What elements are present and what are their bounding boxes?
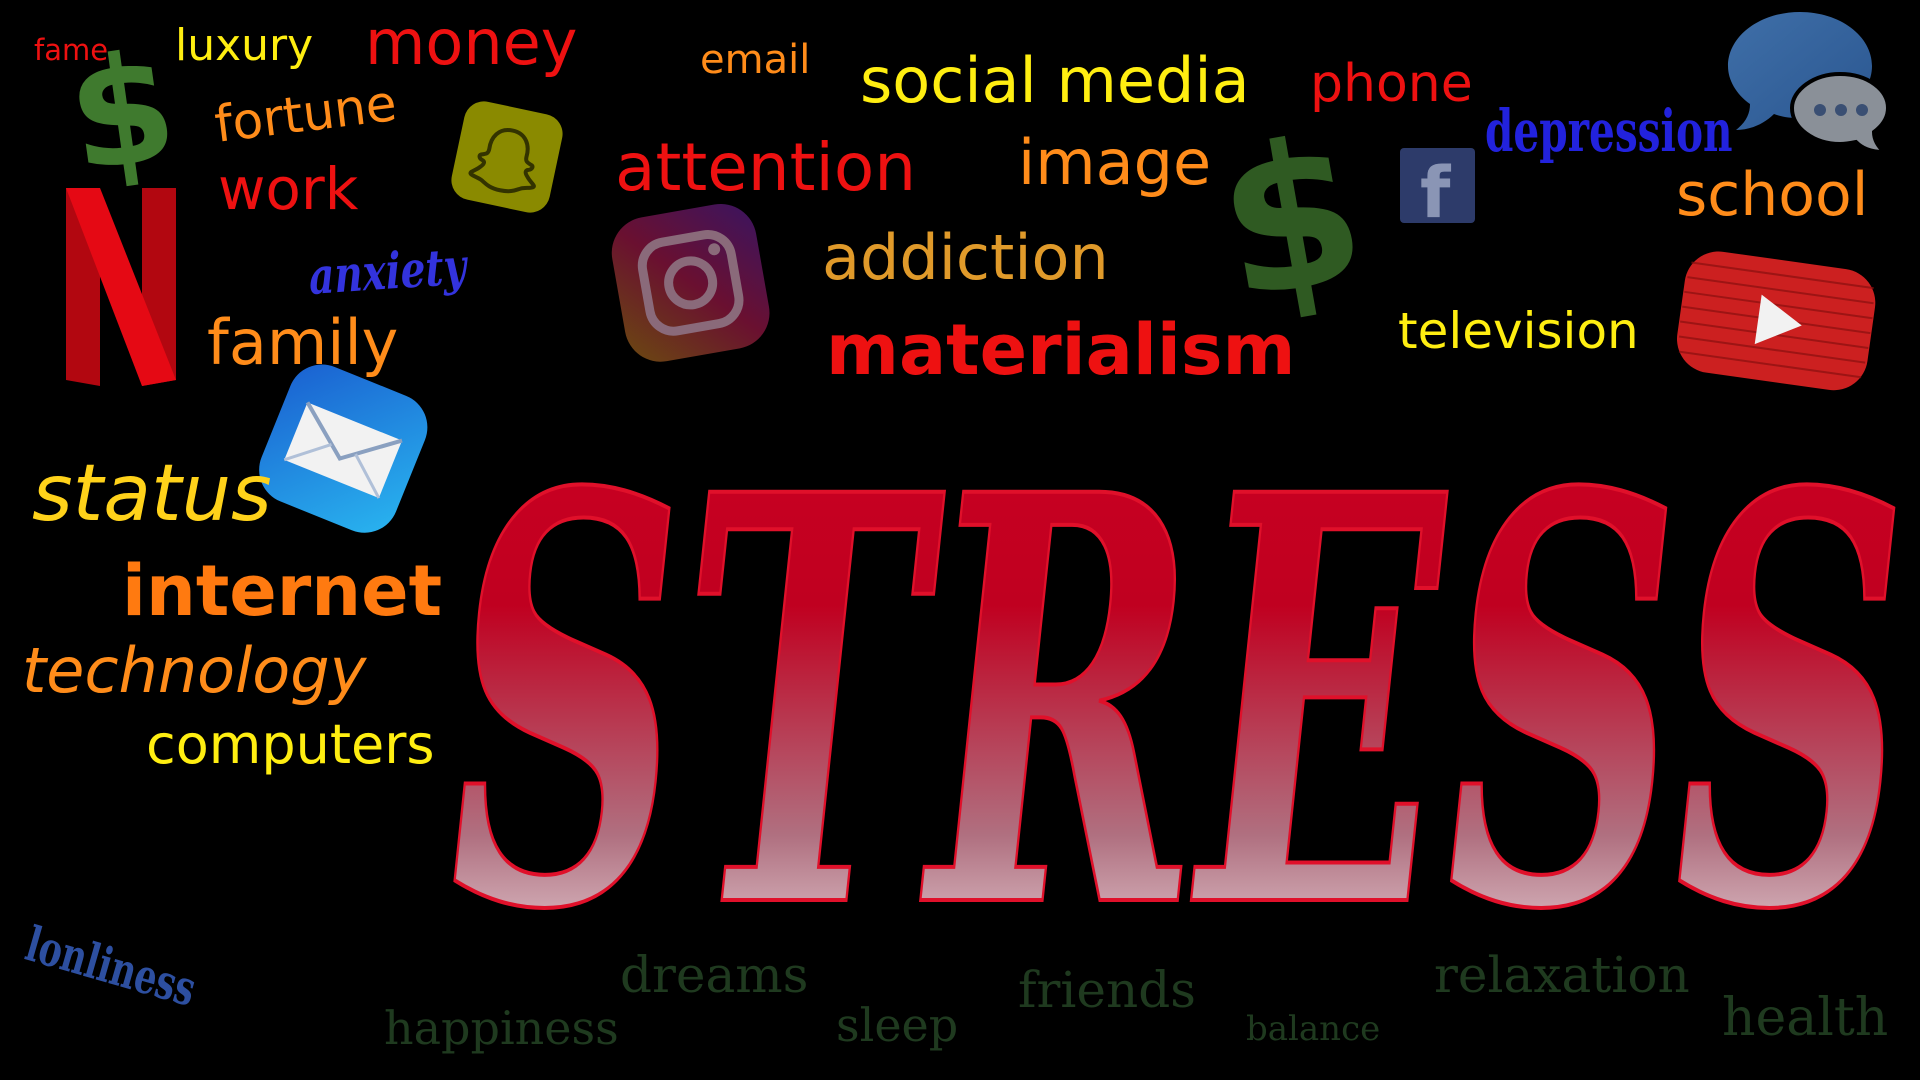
word-school: school [1676, 160, 1869, 230]
instagram-icon [611, 203, 770, 362]
stress-text: STRESS [430, 400, 1910, 960]
word-health: health [1722, 988, 1889, 1048]
word-depression: depression [1485, 97, 1733, 165]
dollar-sign-icon: $ [58, 19, 186, 207]
stress-headline: STRESS [430, 400, 1910, 960]
word-friends: friends [1018, 961, 1196, 1019]
word-television: television [1398, 302, 1639, 360]
word-relaxation: relaxation [1434, 946, 1690, 1004]
word-social-media: social media [860, 44, 1250, 117]
word-attention: attention [615, 129, 917, 206]
word-status: status [32, 449, 272, 539]
word-addiction: addiction [822, 221, 1109, 294]
word-internet: internet [122, 550, 443, 632]
dollar-sign-icon: $ [1202, 92, 1381, 347]
word-technology: technology [22, 634, 367, 707]
word-fortune: fortune [211, 73, 400, 154]
word-image: image [1018, 126, 1212, 199]
facebook-letter: f [1420, 152, 1451, 234]
word-family: family [207, 306, 399, 379]
word-sleep: sleep [836, 998, 959, 1052]
word-happiness: happiness [384, 1001, 619, 1055]
word-computers: computers [146, 713, 435, 776]
word-work: work [218, 155, 359, 223]
word-lonliness: lonliness [19, 916, 202, 1018]
chat-bubbles-icon [1728, 12, 1890, 155]
word-fame: fame [34, 33, 109, 67]
word-luxury: luxury [175, 20, 314, 71]
word-phone: phone [1310, 54, 1473, 114]
snapchat-icon [451, 101, 563, 213]
word-materialism: materialism [826, 309, 1296, 391]
word-dreams: dreams [620, 946, 809, 1004]
mail-icon [259, 364, 428, 533]
word-anxiety: anxiety [307, 236, 468, 306]
word-balance: balance [1246, 1009, 1381, 1049]
word-email: email [700, 37, 811, 83]
facebook-icon [1400, 148, 1475, 223]
word-money: money [365, 6, 578, 79]
netflix-icon [66, 188, 176, 386]
youtube-icon [1676, 251, 1876, 391]
